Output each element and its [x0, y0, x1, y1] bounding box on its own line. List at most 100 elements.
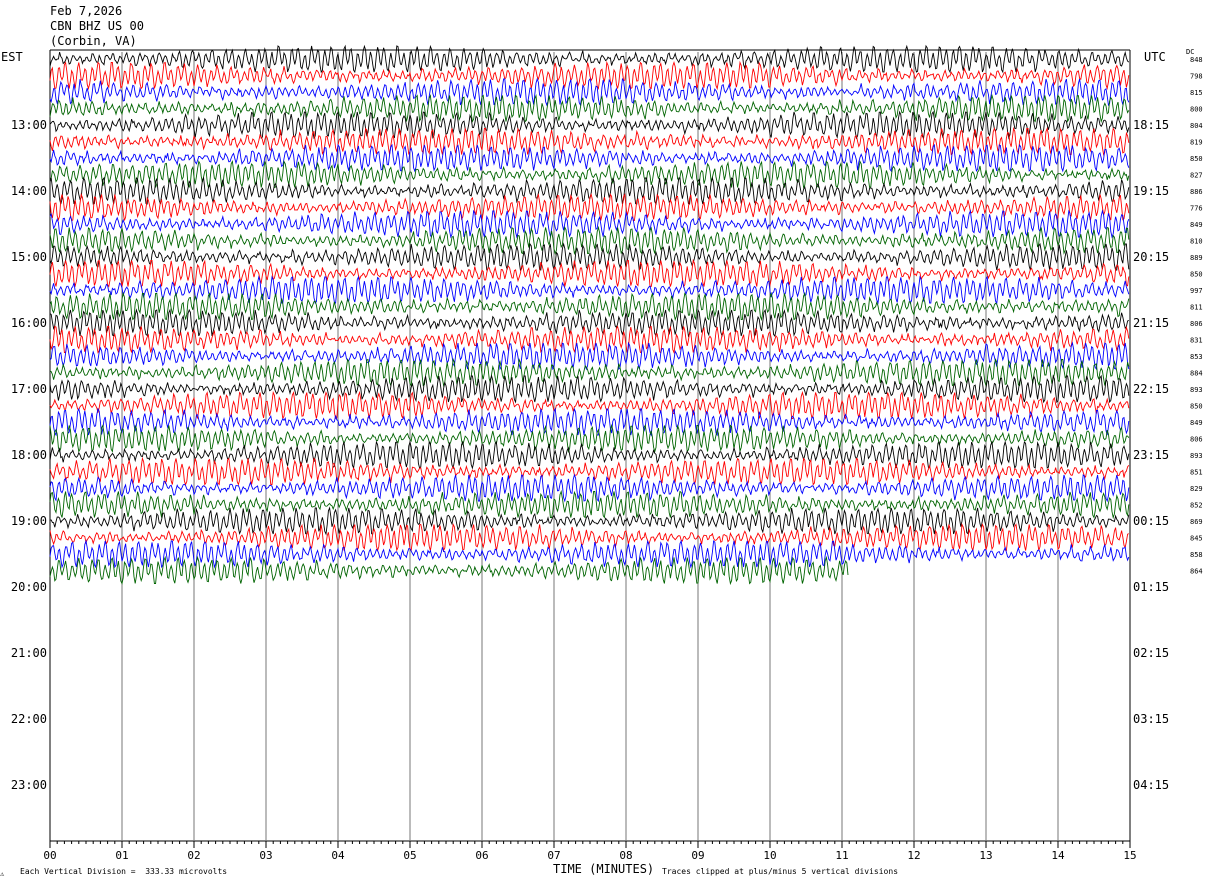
dc-column-label: DC [1186, 48, 1195, 56]
left-hour-label: 21:00 [11, 646, 47, 660]
dc-offset-label: 849 [1190, 221, 1203, 229]
seismic-trace [49, 44, 1130, 74]
station-code: CBN BHZ US 00 [50, 19, 144, 33]
seismic-trace [49, 209, 1130, 239]
right-hour-label: 22:15 [1133, 382, 1169, 396]
x-tick-label: 10 [763, 849, 776, 862]
left-hour-label: 19:00 [11, 514, 47, 528]
seismic-trace [49, 291, 1130, 322]
x-tick-label: 06 [475, 849, 488, 862]
right-hour-label: 03:15 [1133, 712, 1169, 726]
dc-offset-label: 853 [1190, 353, 1203, 361]
seismic-trace [49, 160, 1130, 190]
left-hour-label: 20:00 [11, 580, 47, 594]
x-tick-label: 05 [403, 849, 416, 862]
left-hour-label: 15:00 [11, 250, 47, 264]
seismic-trace [49, 225, 1130, 256]
seismic-trace [49, 275, 1130, 305]
right-hour-label: 23:15 [1133, 448, 1169, 462]
dc-offset-label: 850 [1190, 155, 1203, 163]
x-tick-label: 04 [331, 849, 345, 862]
scale-note: Each Vertical Division = 333.33 microvol… [20, 867, 228, 876]
right-hour-label: 20:15 [1133, 250, 1169, 264]
seismic-trace [49, 423, 1130, 454]
seismic-trace [49, 390, 1130, 421]
seismic-trace [49, 456, 1130, 487]
x-tick-label: 00 [43, 849, 56, 862]
dc-offset-label: 893 [1190, 452, 1203, 460]
x-tick-label: 13 [979, 849, 992, 862]
seismic-trace [49, 77, 1130, 107]
seismic-trace [49, 126, 1130, 156]
dc-offset-label: 811 [1190, 304, 1203, 312]
dc-offset-label: 851 [1190, 469, 1203, 477]
seismic-trace [49, 555, 849, 586]
x-axis-title: TIME (MINUTES) [553, 862, 655, 876]
station-location: (Corbin, VA) [50, 34, 137, 48]
seismic-trace [49, 489, 1130, 520]
x-tick-label: 11 [835, 849, 848, 862]
x-tick-label: 08 [619, 849, 632, 862]
right-timezone-label: UTC [1144, 50, 1166, 64]
seismic-trace [49, 192, 1130, 222]
dc-offset-label: 850 [1190, 271, 1203, 279]
seismic-trace [49, 93, 1130, 124]
x-tick-label: 02 [187, 849, 200, 862]
dc-offset-label: 849 [1190, 419, 1203, 427]
dc-offset-label: 819 [1190, 139, 1203, 147]
dc-offset-label: 776 [1190, 205, 1203, 213]
left-hour-label: 22:00 [11, 712, 47, 726]
seismic-trace [49, 341, 1130, 371]
seismic-trace [49, 357, 1130, 388]
dc-offset-label: 845 [1190, 535, 1203, 543]
left-hour-label: 18:00 [11, 448, 47, 462]
dc-offset-label: 848 [1190, 56, 1203, 64]
seismic-trace [49, 407, 1130, 437]
seismic-trace [49, 440, 1130, 470]
dc-offset-label: 798 [1190, 73, 1203, 81]
right-hour-label: 18:15 [1133, 118, 1169, 132]
left-hour-label: 17:00 [11, 382, 47, 396]
dc-offset-label: 806 [1190, 436, 1203, 444]
right-hour-label: 04:15 [1133, 778, 1169, 792]
dc-offset-label: 827 [1190, 172, 1203, 180]
seismic-trace [49, 473, 1130, 503]
left-timezone-label: EST [1, 50, 23, 64]
x-tick-label: 15 [1123, 849, 1136, 862]
right-hour-label: 02:15 [1133, 646, 1169, 660]
seismic-trace [49, 143, 1130, 173]
clip-note: Traces clipped at plus/minus 5 vertical … [662, 867, 899, 876]
dc-offset-label: 829 [1190, 485, 1203, 493]
plot-date: Feb 7,2026 [50, 4, 123, 18]
x-tick-label: 01 [115, 849, 128, 862]
seismic-trace [49, 258, 1130, 288]
left-hour-label: 23:00 [11, 778, 47, 792]
dc-offset-label: 858 [1190, 551, 1203, 559]
dc-offset-label: 804 [1190, 122, 1203, 130]
right-hour-label: 00:15 [1133, 514, 1169, 528]
seismic-trace [49, 539, 1130, 569]
dc-offset-label: 997 [1190, 287, 1203, 295]
seismic-trace [49, 242, 1130, 272]
dc-offset-label: 852 [1190, 502, 1203, 510]
right-hour-label: 21:15 [1133, 316, 1169, 330]
seismic-trace [49, 522, 1130, 553]
x-tick-label: 03 [259, 849, 272, 862]
seismic-trace [49, 110, 1130, 140]
x-tick-label: 07 [547, 849, 560, 862]
corner-mark: ⚠ [0, 870, 5, 878]
right-hour-label: 19:15 [1133, 184, 1169, 198]
dc-offset-label: 850 [1190, 403, 1203, 411]
dc-offset-label: 869 [1190, 518, 1203, 526]
dc-offset-label: 889 [1190, 254, 1203, 262]
x-tick-label: 12 [907, 849, 920, 862]
seismic-trace [49, 176, 1130, 206]
left-hour-label: 14:00 [11, 184, 47, 198]
dc-offset-label: 831 [1190, 337, 1203, 345]
left-hour-label: 13:00 [11, 118, 47, 132]
seismic-trace [49, 308, 1129, 338]
dc-offset-label: 810 [1190, 238, 1203, 246]
seismic-trace [49, 60, 1130, 91]
right-hour-label: 01:15 [1133, 580, 1169, 594]
